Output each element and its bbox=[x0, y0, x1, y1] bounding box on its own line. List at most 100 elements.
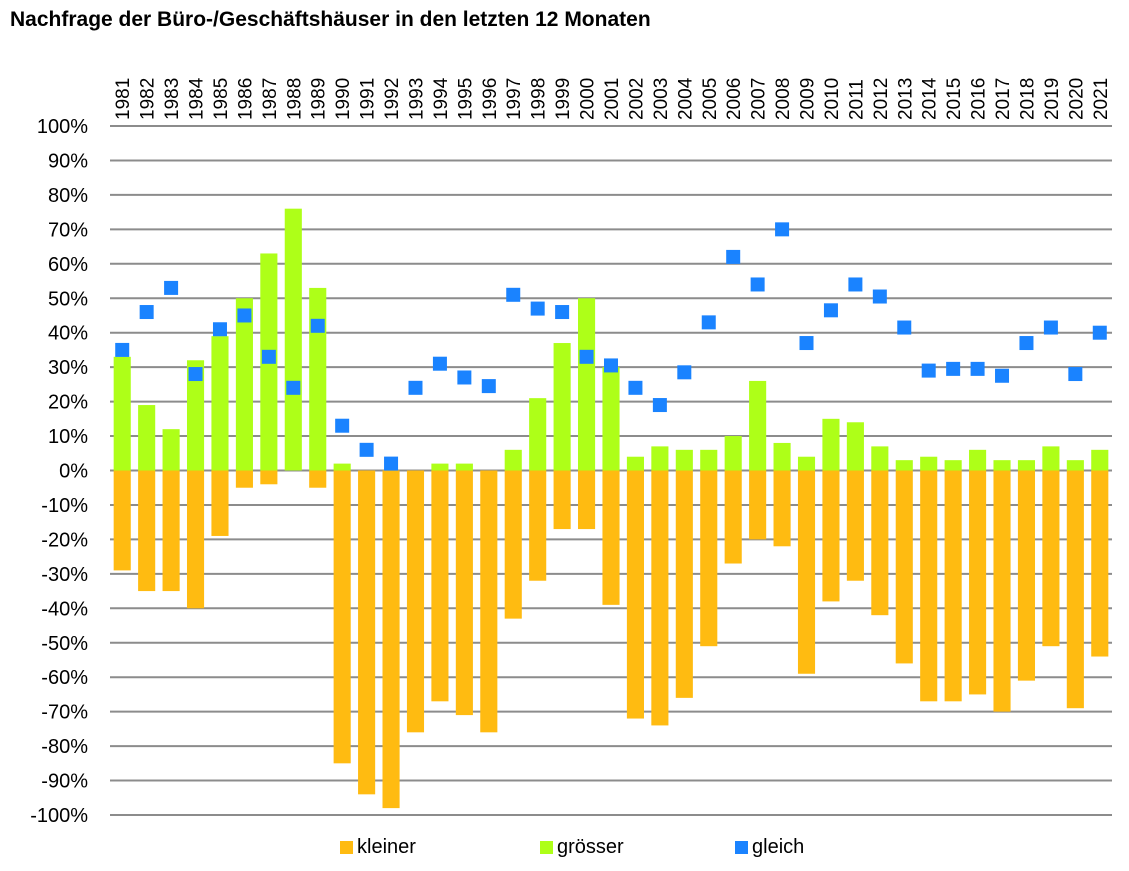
y-tick-label: 20% bbox=[48, 392, 88, 414]
marker-gleich-1987 bbox=[261, 349, 276, 364]
bar-kleiner-2005 bbox=[700, 470, 718, 647]
bar-groesser-1981 bbox=[113, 356, 131, 471]
y-tick-label: 60% bbox=[48, 254, 88, 276]
marker-gleich-1994 bbox=[432, 356, 447, 371]
marker-gleich-1991 bbox=[359, 442, 374, 457]
x-tick-label: 2020 bbox=[1066, 78, 1087, 120]
legend-label-gleich: gleich bbox=[752, 836, 805, 858]
bar-groesser-2021 bbox=[1091, 449, 1109, 471]
x-tick-label: 2015 bbox=[944, 78, 965, 120]
bar-groesser-2013 bbox=[895, 460, 913, 471]
bar-groesser-1988 bbox=[284, 208, 302, 471]
bar-kleiner-2008 bbox=[773, 470, 791, 547]
x-tick-label: 2002 bbox=[626, 78, 647, 120]
y-tick-label: -100% bbox=[30, 805, 88, 827]
marker-gleich-1986 bbox=[237, 308, 252, 323]
legend-swatch-groesser bbox=[540, 841, 553, 854]
marker-gleich-2007 bbox=[750, 277, 765, 292]
legend-swatch-kleiner bbox=[340, 841, 353, 854]
bar-kleiner-1987 bbox=[260, 470, 278, 485]
bar-groesser-2012 bbox=[871, 446, 889, 471]
bar-kleiner-2013 bbox=[895, 470, 913, 664]
bar-kleiner-1985 bbox=[211, 470, 229, 536]
marker-gleich-2005 bbox=[701, 315, 716, 330]
marker-gleich-2020 bbox=[1068, 367, 1083, 382]
x-tick-label: 1996 bbox=[480, 78, 501, 120]
marker-gleich-2018 bbox=[1019, 336, 1034, 351]
y-tick-label: 30% bbox=[48, 357, 88, 379]
bar-groesser-1985 bbox=[211, 336, 229, 471]
bar-groesser-2019 bbox=[1042, 446, 1060, 471]
x-tick-label: 1982 bbox=[138, 78, 159, 120]
x-tick-label: 1988 bbox=[284, 78, 305, 120]
bar-groesser-2003 bbox=[651, 446, 669, 471]
bar-groesser-2014 bbox=[920, 456, 938, 471]
marker-gleich-2009 bbox=[799, 336, 814, 351]
bar-kleiner-2020 bbox=[1066, 470, 1084, 709]
y-tick-label: 0% bbox=[59, 461, 88, 483]
bar-groesser-2008 bbox=[773, 442, 791, 471]
bar-groesser-2015 bbox=[944, 460, 962, 471]
bar-groesser-2006 bbox=[724, 436, 742, 471]
x-tick-label: 2006 bbox=[724, 78, 745, 120]
bar-kleiner-1996 bbox=[480, 470, 498, 733]
marker-gleich-2010 bbox=[823, 303, 838, 318]
bar-kleiner-1984 bbox=[186, 470, 205, 609]
bar-kleiner-2011 bbox=[846, 470, 864, 581]
y-tick-label: 40% bbox=[48, 323, 88, 345]
y-tick-label: 80% bbox=[48, 185, 88, 207]
marker-gleich-1988 bbox=[286, 380, 301, 395]
legend-label-kleiner: kleiner bbox=[357, 836, 416, 858]
bar-groesser-2009 bbox=[797, 456, 816, 471]
bar-kleiner-2016 bbox=[969, 470, 987, 695]
bar-kleiner-1990 bbox=[333, 470, 351, 764]
bar-groesser-2011 bbox=[846, 422, 864, 471]
bar-kleiner-2003 bbox=[651, 470, 669, 726]
x-tick-label: 2019 bbox=[1042, 78, 1063, 120]
markers bbox=[115, 222, 1107, 471]
bar-groesser-2005 bbox=[700, 449, 718, 471]
marker-gleich-2008 bbox=[775, 222, 790, 237]
bar-kleiner-1991 bbox=[358, 470, 376, 795]
x-tick-label: 2017 bbox=[993, 78, 1014, 120]
bar-kleiner-2010 bbox=[822, 470, 840, 602]
bar-groesser-2017 bbox=[993, 460, 1011, 471]
marker-gleich-1995 bbox=[457, 370, 472, 385]
marker-gleich-2015 bbox=[946, 361, 961, 376]
marker-gleich-2016 bbox=[970, 361, 985, 376]
x-tick-label: 2005 bbox=[700, 78, 721, 120]
x-tick-label: 2010 bbox=[822, 78, 843, 120]
x-tick-label: 1994 bbox=[431, 77, 452, 120]
bar-kleiner-2006 bbox=[724, 470, 742, 564]
bar-kleiner-1989 bbox=[309, 470, 327, 488]
x-tick-label: 2003 bbox=[651, 78, 672, 120]
bar-kleiner-1993 bbox=[406, 470, 425, 733]
bar-kleiner-1994 bbox=[431, 470, 449, 702]
y-tick-label: -80% bbox=[41, 736, 88, 758]
bar-groesser-1998 bbox=[529, 398, 547, 471]
marker-gleich-2001 bbox=[604, 358, 618, 373]
legend-item-groesser: grösser bbox=[540, 836, 624, 859]
bar-groesser-1984 bbox=[186, 360, 205, 471]
bar-kleiner-2012 bbox=[871, 470, 889, 616]
legend-item-kleiner: kleiner bbox=[340, 836, 416, 859]
bar-kleiner-2018 bbox=[1017, 470, 1036, 681]
bar-groesser-1999 bbox=[553, 343, 571, 471]
marker-gleich-2000 bbox=[579, 349, 594, 364]
marker-gleich-1984 bbox=[188, 367, 203, 382]
legend-item-gleich: gleich bbox=[735, 836, 804, 859]
bars bbox=[113, 208, 1109, 809]
x-tick-label: 1989 bbox=[309, 78, 330, 120]
x-tick-label: 2007 bbox=[749, 78, 770, 120]
x-tick-label: 2004 bbox=[675, 77, 696, 120]
y-tick-label: 90% bbox=[48, 150, 88, 172]
x-tick-label: 1986 bbox=[235, 78, 256, 120]
y-tick-label: -50% bbox=[41, 633, 88, 655]
bar-groesser-2004 bbox=[675, 449, 693, 471]
bar-kleiner-2001 bbox=[602, 470, 620, 605]
y-tick-label: -70% bbox=[41, 702, 88, 724]
marker-gleich-1985 bbox=[212, 322, 227, 337]
y-tick-label: 10% bbox=[48, 426, 88, 448]
marker-gleich-1992 bbox=[384, 456, 399, 471]
